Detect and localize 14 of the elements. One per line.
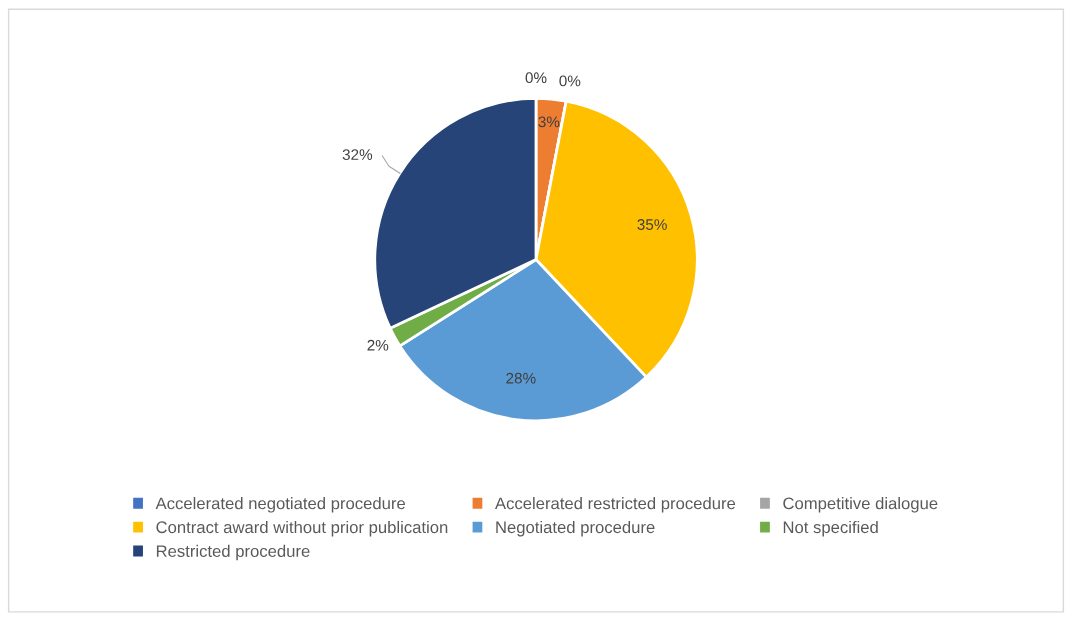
data-label: 28% xyxy=(506,372,536,384)
legend-label: Restricted procedure xyxy=(156,544,310,561)
legend-label: Negotiated procedure xyxy=(496,520,655,537)
data-label: 3% xyxy=(538,116,560,128)
data-label: 2% xyxy=(367,339,389,351)
legend-label: Not specified xyxy=(783,520,878,537)
data-label: 35% xyxy=(637,219,667,230)
legend-label: Contract award without prior publication xyxy=(156,520,448,537)
data-label: 32% xyxy=(342,149,373,160)
legend-label: Competitive dialogue xyxy=(783,497,938,513)
text: 0% xyxy=(525,72,547,84)
legend-label: Accelerated negotiated procedure xyxy=(155,497,405,513)
text: 0% xyxy=(559,75,581,87)
legend-label: Accelerated restricted procedure xyxy=(494,497,736,513)
